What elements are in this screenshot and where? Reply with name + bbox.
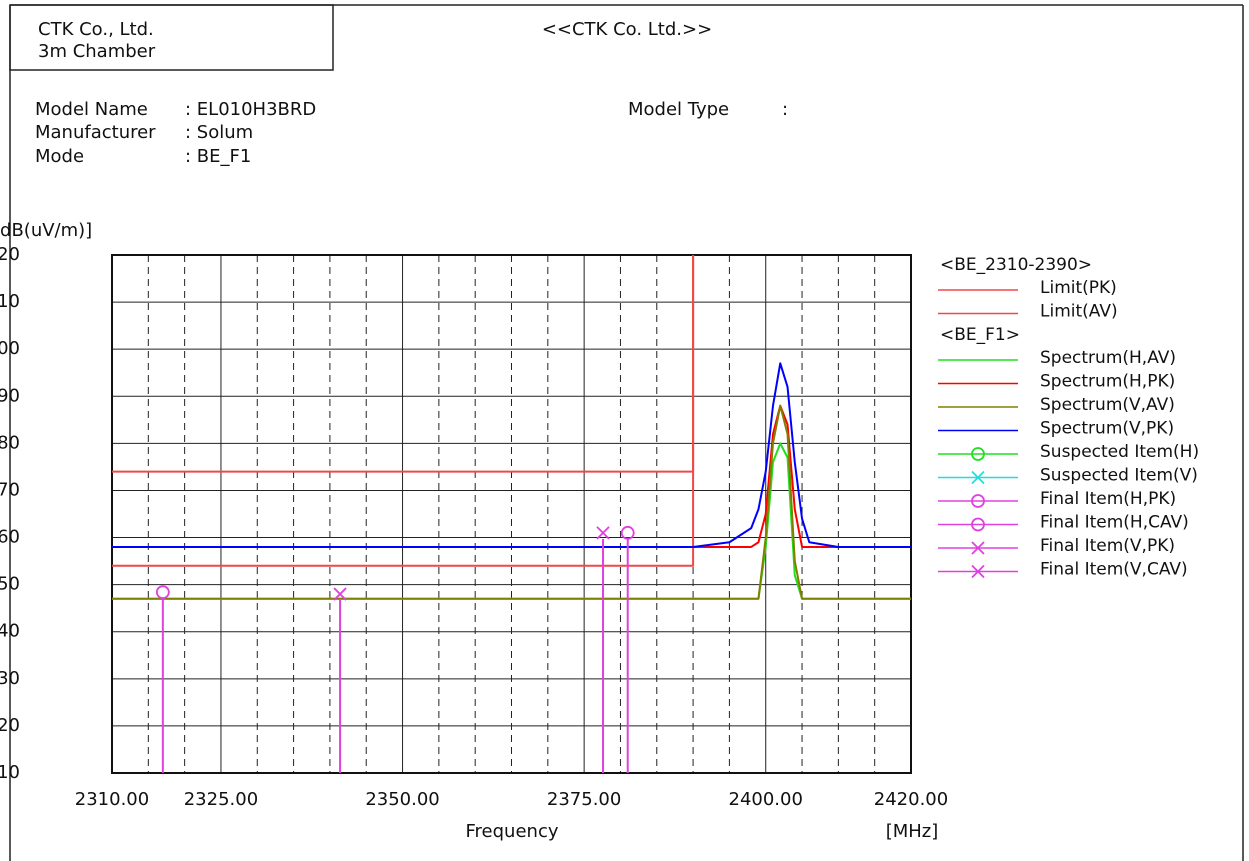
legend-item: Spectrum(V,PK) [938, 419, 1174, 439]
legend-label: Final Item(H,PK) [1040, 489, 1176, 509]
legend-label: Limit(PK) [1040, 278, 1117, 298]
x-axis-unit: [MHz] [886, 821, 939, 842]
legend-item: Spectrum(H,PK) [938, 372, 1175, 392]
legend-item: Spectrum(V,AV) [938, 395, 1175, 415]
x-tick-label: 2375.00 [547, 789, 621, 810]
x-tick-label: 2350.00 [365, 789, 439, 810]
header-title: <<CTK Co. Ltd.>> [542, 19, 712, 40]
legend-heading: <BE_2310-2390> [940, 255, 1092, 275]
x-tick-label: 2400.00 [729, 789, 803, 810]
legend-label: Spectrum(V,PK) [1040, 419, 1174, 439]
legend-symbol [971, 564, 985, 579]
field-label: Mode [35, 146, 84, 167]
legend-item: Suspected Item(H) [938, 442, 1199, 462]
legend-symbol [971, 447, 985, 461]
x-axis-label: Frequency [466, 821, 559, 842]
legend-label: Spectrum(V,AV) [1040, 395, 1175, 415]
legend-item: Final Item(V,CAV) [938, 560, 1188, 580]
y-tick-label: 90 [0, 385, 20, 406]
data-marker [596, 526, 610, 540]
legend-item: Limit(AV) [938, 302, 1118, 322]
company-name: CTK Co., Ltd. [38, 19, 154, 40]
legend-symbol [971, 470, 985, 485]
field-value: : BE_F1 [185, 146, 251, 167]
legend-heading: <BE_F1> [940, 325, 1020, 345]
legend-item: Final Item(H,PK) [938, 489, 1176, 509]
y-tick-label: 100 [0, 338, 20, 359]
data-marker [333, 587, 347, 601]
series-line [112, 362, 911, 548]
y-tick-label: 30 [0, 668, 20, 689]
legend-label: Limit(AV) [1040, 302, 1118, 322]
legend-item: Final Item(H,CAV) [938, 513, 1189, 533]
legend-label: Spectrum(H,PK) [1040, 372, 1175, 392]
legend-label: Final Item(V,CAV) [1040, 560, 1188, 580]
plot-frame [111, 254, 912, 774]
y-tick-label: 120 [0, 244, 20, 265]
data-marker [155, 585, 170, 600]
y-tick-label: 20 [0, 715, 20, 736]
y-tick-label: 70 [0, 479, 20, 500]
field-value: : EL010H3BRD [185, 99, 316, 120]
company-box [9, 4, 334, 71]
x-tick-label: 2310.00 [75, 789, 149, 810]
y-tick-label: 50 [0, 574, 20, 595]
legend-label: Suspected Item(V) [1040, 466, 1198, 486]
field-label: Model Type [628, 99, 729, 120]
y-tick-label: 10 [0, 762, 20, 783]
x-tick-label: 2420.00 [874, 789, 948, 810]
legend-item: Suspected Item(V) [938, 466, 1198, 486]
legend-label: Suspected Item(H) [1040, 442, 1199, 462]
legend-symbol [971, 541, 985, 555]
y-tick-label: 40 [0, 621, 20, 642]
series-line [112, 255, 695, 567]
legend-item: Final Item(V,PK) [938, 536, 1175, 556]
legend-symbol [971, 517, 985, 532]
company-site: 3m Chamber [38, 41, 156, 62]
y-axis-label: [dB(uV/m)] [0, 220, 92, 241]
legend-label: Spectrum(H,AV) [1040, 348, 1176, 368]
x-tick-label: 2325.00 [184, 789, 258, 810]
y-tick-label: 80 [0, 432, 20, 453]
field-label: Model Name [35, 99, 148, 120]
field-value: : Solum [185, 122, 253, 143]
field-value: : [782, 99, 788, 120]
legend-item: Limit(PK) [938, 278, 1117, 298]
legend-item: Spectrum(H,AV) [938, 348, 1176, 368]
legend-symbol [971, 494, 985, 508]
series-line [112, 404, 911, 600]
data-marker [620, 525, 635, 540]
y-tick-label: 110 [0, 291, 20, 312]
y-tick-label: 60 [0, 527, 20, 548]
legend-label: Final Item(V,PK) [1040, 536, 1175, 556]
legend-label: Final Item(H,CAV) [1040, 513, 1189, 533]
field-label: Manufacturer [35, 122, 156, 143]
